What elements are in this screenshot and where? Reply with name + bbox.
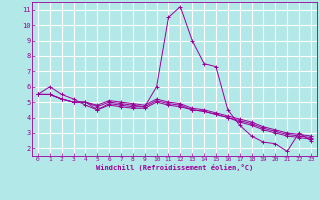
X-axis label: Windchill (Refroidissement éolien,°C): Windchill (Refroidissement éolien,°C): [96, 164, 253, 171]
